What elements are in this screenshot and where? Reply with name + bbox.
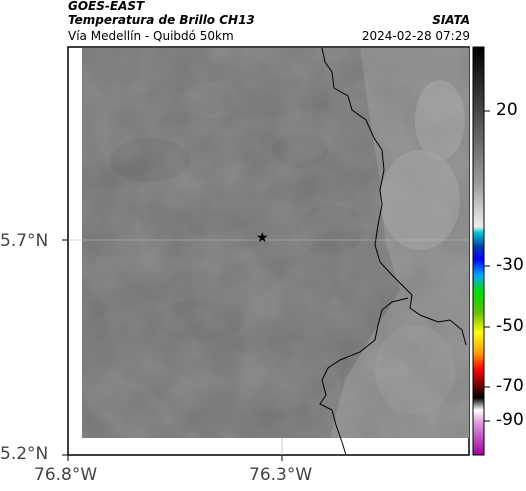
satellite-title: GOES-EAST	[68, 0, 145, 13]
colorbar-tick-neg70: -70	[496, 376, 524, 396]
colorbar-tick-neg30: -30	[496, 255, 524, 275]
location-star-icon: ★	[256, 230, 269, 246]
colorbar	[472, 46, 485, 456]
lon-label-76-8: 76.8°W	[34, 465, 98, 485]
lat-label-5-2: 5.2°N	[0, 444, 49, 464]
lat-label-5-7: 5.7°N	[0, 231, 49, 251]
colorbar-tick-neg90: -90	[496, 410, 524, 430]
colorbar-tick-20: 20	[496, 100, 518, 120]
department-borders	[319, 47, 467, 456]
timestamp-label: 2024-02-28 07:29	[361, 29, 470, 43]
brightness-temperature-field	[82, 48, 469, 438]
colorbar-tick-neg50: -50	[496, 316, 524, 336]
product-title: Temperatura de Brillo CH13	[68, 13, 255, 27]
lon-label-76-3: 76.3°W	[249, 465, 313, 485]
region-subtitle: Vía Medellín - Quibdó 50km	[68, 29, 234, 43]
source-label: SIATA	[432, 13, 470, 27]
